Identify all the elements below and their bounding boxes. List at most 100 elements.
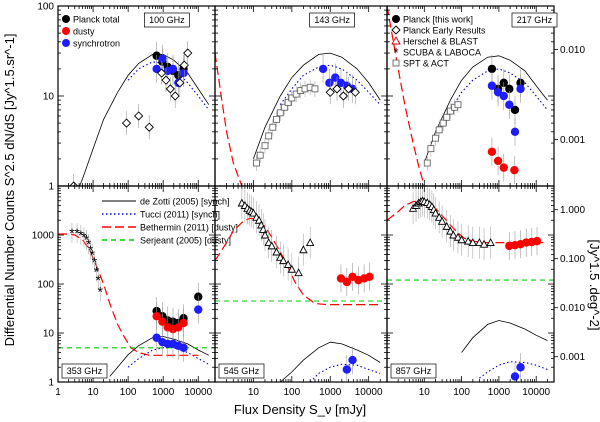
triangle-point (279, 256, 288, 265)
asterisk-point: * (88, 242, 94, 258)
band-label: 545 GHz (224, 366, 260, 376)
triangle-point (267, 241, 277, 250)
square-point (253, 159, 260, 167)
curve-tucci-353 (127, 347, 210, 368)
diamond-point (179, 60, 189, 70)
band-label-box (61, 363, 108, 379)
panel-frame (214, 185, 388, 383)
blue_dot-point (325, 78, 334, 88)
legend-marker: * (393, 45, 398, 60)
red_dot-point (532, 236, 542, 246)
triangle-point (283, 260, 293, 268)
band-label: 217 GHz (517, 15, 553, 25)
x-tick-label: 1000 (152, 387, 175, 398)
y-right-tick-label: 0.010 (560, 303, 585, 314)
blue_dot-point (331, 73, 340, 82)
curve-de-857 (461, 320, 548, 353)
band-label-box (390, 363, 437, 379)
curve-de-217 (423, 55, 548, 164)
triangle-point (442, 221, 452, 230)
red_dot-point (487, 147, 497, 156)
curve-de-143 (253, 52, 381, 160)
square-point (265, 132, 273, 140)
band-label: 143 GHz (314, 15, 350, 25)
asterisk-point: * (92, 254, 98, 270)
band-label-box (511, 12, 558, 28)
legend-marker (392, 59, 400, 67)
band-label: 100 GHz (149, 15, 185, 25)
y-axis-label-right: [Jy^1.5 .deg^-2] (587, 240, 600, 331)
legend-entry: Serjeant (2005) [dusty] (140, 236, 231, 246)
triangle-point (305, 238, 315, 247)
curve-bethermin-217 (387, 6, 425, 186)
blue_dot-point (342, 365, 352, 374)
square-point (427, 145, 435, 153)
panel-100ghz: 1 10 100 100 GHz Planck total dusty synchrotro… (37, 2, 216, 193)
triangle-point (272, 247, 281, 256)
band-label: 353 GHz (67, 366, 103, 376)
blue_dot-point (179, 68, 188, 78)
diamond-point (332, 84, 342, 94)
square-point (261, 142, 269, 150)
y-axis-label: Differential Number Counts S^2.5 dN/dS [… (2, 34, 17, 347)
blue_dot-point (318, 64, 328, 74)
curve-de-545 (280, 341, 381, 382)
diamond-point (343, 84, 354, 94)
band-label-box (309, 12, 355, 28)
panels: 1 10 100 100 GHz Planck total dusty synchrotro… (32, 2, 586, 399)
y-right-tick-label: 0.001 (560, 135, 585, 146)
square-point (435, 126, 443, 134)
red_dot-point (493, 156, 503, 166)
diamond-point (165, 84, 175, 94)
legend-entry: de Zotti (2005) [synch] (140, 197, 230, 207)
triangle-point (299, 245, 308, 254)
y-right-tick-label: 0.001 (560, 352, 585, 363)
square-point (454, 101, 462, 109)
legend-marker (391, 25, 401, 35)
triangle-point (446, 226, 455, 235)
legend-marker (62, 27, 70, 35)
triangle-point (479, 239, 489, 248)
x-tick-label: 1 (55, 387, 61, 398)
red_dot-point (510, 165, 519, 175)
square-point (281, 103, 289, 111)
y-tick-label: 10 (43, 329, 55, 340)
blue_dot-point (510, 372, 520, 381)
panel-217ghz: 0.010 0.001 217 GHz Planck [this work]Planc… (386, 5, 585, 187)
panel-857ghz: 10 100 1000 10000 1.000 0.100 0.010 0.001 857 GH… (386, 185, 585, 398)
triangle-point (453, 232, 463, 241)
plot-area (215, 186, 387, 382)
asterisk-point: * (95, 272, 101, 288)
plot-area (387, 6, 548, 186)
legend-entry: Planck total (73, 15, 120, 25)
triangle-point (434, 212, 444, 221)
red_dot-point (152, 312, 161, 321)
plot-area (387, 186, 554, 382)
triangle-point (249, 208, 258, 217)
legend-marker (62, 39, 70, 47)
legend-marker (392, 15, 400, 23)
diamond-point (161, 75, 171, 85)
legend-entry: SPT & ACT (403, 59, 449, 69)
triangle-point (287, 264, 297, 273)
triangle-point (475, 238, 484, 247)
curve-bethermin-143 (215, 53, 243, 186)
x-tick-label: 10000 (355, 387, 383, 398)
red_dot-point (342, 277, 352, 287)
x-tick-label: 1000 (488, 387, 511, 398)
triangle-point (449, 230, 458, 239)
curve-bethermin-857 (387, 200, 548, 244)
panel-frame (386, 185, 555, 383)
asterisk-point: * (81, 229, 87, 245)
square-point (439, 119, 447, 127)
legend-entry: Planck [this work] (403, 15, 473, 25)
square-point (276, 109, 284, 117)
diamond-point (325, 87, 335, 97)
legend-entry: synchrotron (73, 39, 120, 49)
y-tick-label: 1 (48, 182, 54, 193)
legend-entry: dusty (73, 27, 95, 37)
triangle-point (463, 236, 473, 245)
red_dot-point (365, 272, 374, 282)
square-point (443, 113, 451, 121)
